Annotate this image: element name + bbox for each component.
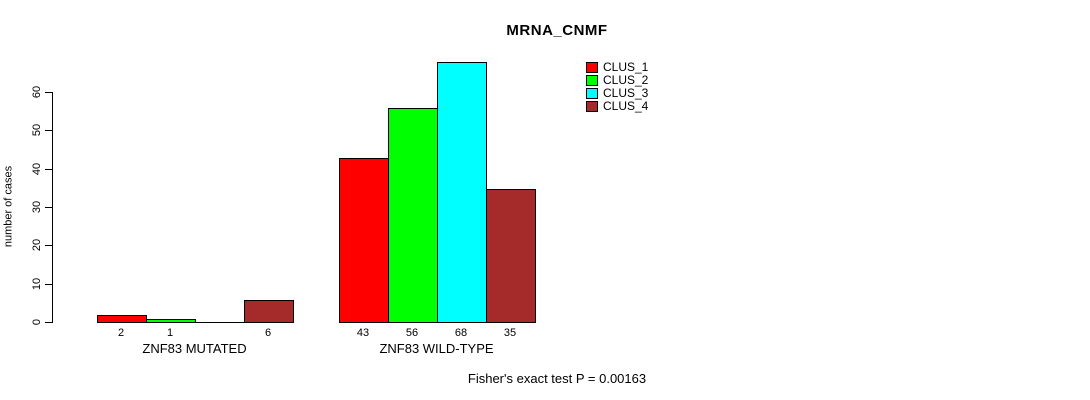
bar-clus_1-wildtype xyxy=(338,158,389,323)
bar-value-label: 6 xyxy=(264,327,272,339)
category-label: ZNF83 MUTATED xyxy=(142,341,247,356)
legend-swatch-icon xyxy=(586,62,598,73)
legend-swatch-icon xyxy=(586,101,598,112)
bar-value-label: 56 xyxy=(405,327,419,339)
y-axis-tick-label: 30 xyxy=(31,200,43,214)
legend-label: CLUS_2 xyxy=(603,73,649,87)
y-axis-tick-label: 40 xyxy=(31,162,43,176)
y-axis-tick-label: 60 xyxy=(31,85,43,99)
bar-clus_2-mutated xyxy=(145,319,196,323)
y-axis-tick-label: 0 xyxy=(31,318,43,326)
chart-title: MRNA_CNMF xyxy=(506,22,608,39)
bar-value-label: 2 xyxy=(117,327,125,339)
bar-clus_1-mutated xyxy=(96,315,147,323)
legend-label: CLUS_1 xyxy=(603,60,649,74)
legend-item-clus_3: CLUS_3 xyxy=(586,87,648,100)
legend-label: CLUS_3 xyxy=(603,86,649,100)
legend-item-clus_2: CLUS_2 xyxy=(586,74,648,87)
y-axis-tick xyxy=(45,130,52,131)
bar-clus_4-mutated xyxy=(243,300,294,323)
legend-item-clus_1: CLUS_1 xyxy=(586,61,648,74)
legend-swatch-icon xyxy=(586,75,598,86)
y-axis-tick xyxy=(45,207,52,208)
bar-clus_4-wildtype xyxy=(485,189,536,323)
y-axis-tick xyxy=(45,322,52,323)
y-axis-title: number of cases xyxy=(2,165,15,248)
bar-clus_2-wildtype xyxy=(387,108,438,323)
bar-value-label: 1 xyxy=(166,327,174,339)
y-axis-tick xyxy=(45,92,52,93)
legend-swatch-icon xyxy=(586,88,598,99)
bar-value-label: 68 xyxy=(454,327,468,339)
y-axis-line xyxy=(52,92,53,323)
bar-value-label: 43 xyxy=(356,327,370,339)
bar-clus_3-wildtype xyxy=(436,62,487,323)
category-label: ZNF83 WILD-TYPE xyxy=(379,341,494,356)
y-axis-tick xyxy=(45,284,52,285)
fisher-test-annotation: Fisher's exact test P = 0.00163 xyxy=(467,371,647,386)
y-axis-tick-label: 50 xyxy=(31,123,43,137)
legend: CLUS_1 CLUS_2 CLUS_3 CLUS_4 xyxy=(586,61,648,113)
legend-item-clus_4: CLUS_4 xyxy=(586,100,648,113)
y-axis-tick xyxy=(45,245,52,246)
y-axis-tick-label: 20 xyxy=(31,238,43,252)
y-axis-tick xyxy=(45,169,52,170)
legend-label: CLUS_4 xyxy=(603,99,649,113)
bar-value-label: 35 xyxy=(503,327,517,339)
y-axis-tick-label: 10 xyxy=(31,277,43,291)
